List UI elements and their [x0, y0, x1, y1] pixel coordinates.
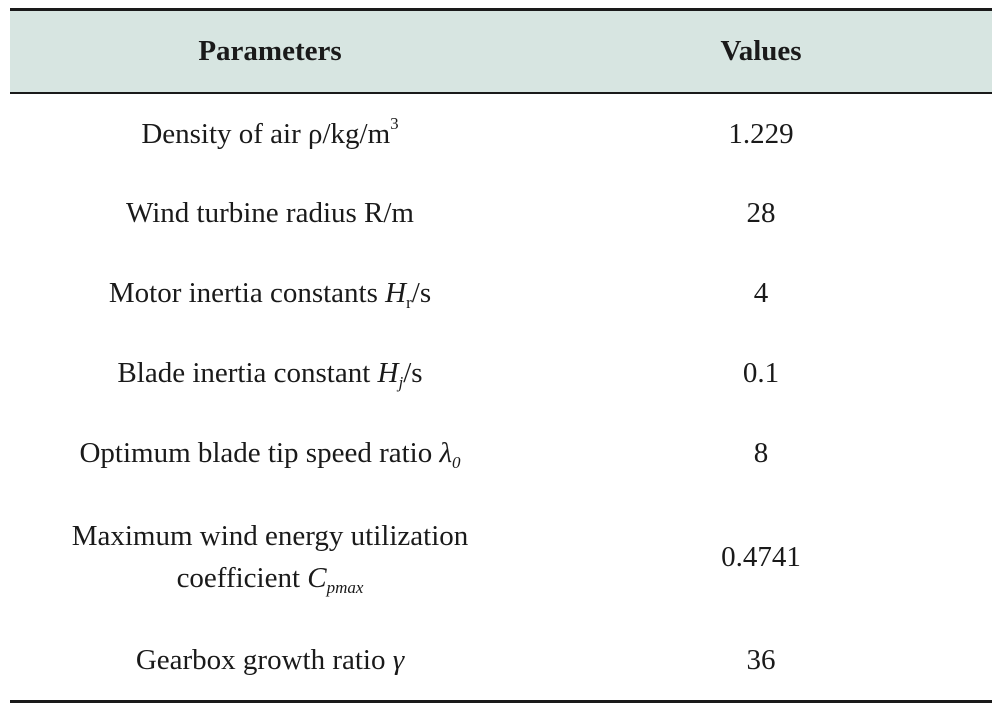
value-cell: 8	[753, 437, 769, 469]
value-cell: 36	[530, 621, 992, 703]
table-row: Density of air ρ/kg/m3 1.229	[10, 93, 992, 173]
table-row: Optimum blade tip speed ratio λ0 8	[10, 413, 992, 493]
param-cell: Motor inertia constants Hr/s	[108, 277, 432, 312]
value-cell: 4	[753, 277, 769, 309]
value-cell: 28	[746, 197, 776, 229]
param-cell: Gearbox growth ratio γ	[10, 621, 530, 703]
table-header-row: Parameters Values	[10, 8, 992, 94]
value-cell: 0.1	[742, 357, 780, 389]
param-cell: Maximum wind energy utilization coefficie…	[71, 520, 469, 597]
table-row: Blade inertia constant Hj/s 0.1	[10, 333, 992, 413]
param-cell: Blade inertia constant Hj/s	[117, 357, 423, 392]
header-values: Values	[530, 8, 992, 94]
value-cell: 1.229	[728, 117, 794, 150]
parameters-table: Parameters Values Density of air ρ/kg/m3…	[10, 8, 992, 703]
param-cell: Optimum blade tip speed ratio λ0	[79, 437, 461, 472]
parameters-table-container: Parameters Values Density of air ρ/kg/m3…	[10, 8, 992, 703]
param-cell: Wind turbine radius R/m	[126, 197, 414, 229]
header-parameters: Parameters	[10, 8, 530, 94]
table-row: Maximum wind energy utilization coefficie…	[10, 493, 992, 621]
param-cell: Density of air ρ/kg/m3	[141, 113, 399, 150]
table-row: Gearbox growth ratio γ 36	[10, 621, 992, 703]
table-row: Motor inertia constants Hr/s 4	[10, 253, 992, 333]
value-cell: 0.4741	[721, 541, 801, 573]
table-row: Wind turbine radius R/m 28	[10, 173, 992, 253]
